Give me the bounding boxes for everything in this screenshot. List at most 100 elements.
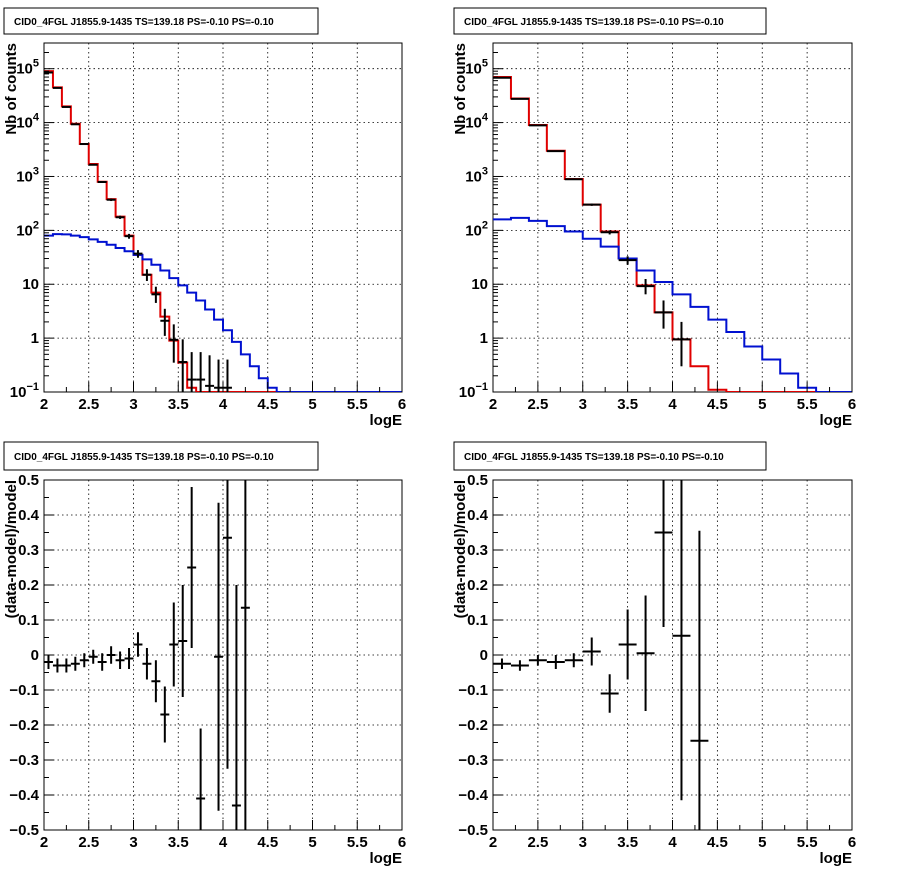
x-tick-label: 2.5 xyxy=(78,396,99,413)
residual-point xyxy=(690,530,709,830)
residual-point xyxy=(654,480,673,627)
x-tick-label: 3 xyxy=(129,834,137,851)
x-tick-label: 4 xyxy=(219,396,228,413)
y-tick-base: 10 xyxy=(16,115,33,132)
y-tick-label: 0 xyxy=(480,647,488,664)
residual-point xyxy=(187,487,197,648)
residuals-panel-left: CID0_4FGL J1855.9-1435 TS=139.18 PS=-0.1… xyxy=(3,441,406,867)
x-tick-label: 2 xyxy=(489,834,497,851)
y-tick-label: −0.4 xyxy=(9,787,39,804)
x-tick-label: 3 xyxy=(579,834,587,851)
x-tick-label: 2.5 xyxy=(527,396,548,413)
residual-point xyxy=(618,609,637,680)
y-tick-base: 10 xyxy=(465,222,482,239)
data-point xyxy=(618,256,637,265)
y-tick-label: −0.5 xyxy=(9,822,39,839)
y-tick-exponent: 3 xyxy=(482,165,488,177)
y-tick-label: 103 xyxy=(16,165,39,185)
x-tick-label: 6 xyxy=(848,396,856,413)
y-tick-label: 103 xyxy=(465,165,488,185)
y-tick-label: 0.1 xyxy=(18,612,39,629)
x-tick-label: 5 xyxy=(758,834,766,851)
y-tick-label: 0.2 xyxy=(467,577,488,594)
plot-area xyxy=(44,70,402,392)
y-tick-label: −0.2 xyxy=(9,717,39,734)
residual-point xyxy=(214,502,223,811)
data-point xyxy=(510,97,529,100)
residual-point xyxy=(169,602,179,687)
y-tick-base: 1 xyxy=(480,330,488,347)
x-axis-label: logE xyxy=(820,850,853,867)
y-tick-label: 105 xyxy=(465,58,488,78)
model-background-histogram xyxy=(44,233,402,392)
y-tick-label: 1 xyxy=(480,330,488,347)
y-tick-base: 10 xyxy=(16,61,33,78)
x-tick-label: 2 xyxy=(489,396,497,413)
data-point xyxy=(672,321,691,367)
x-tick-label: 5 xyxy=(758,396,766,413)
y-tick-base: 10 xyxy=(459,384,476,401)
residual-point xyxy=(636,595,655,711)
chart-title: CID0_4FGL J1855.9-1435 TS=139.18 PS=-0.1… xyxy=(464,17,724,28)
y-tick-label: −0.3 xyxy=(458,752,488,769)
y-tick-base: 10 xyxy=(22,276,39,293)
data-point xyxy=(654,300,673,329)
x-tick-label: 4.5 xyxy=(257,834,278,851)
residual-point xyxy=(52,658,62,673)
y-tick-label: 102 xyxy=(465,219,488,239)
residual-point xyxy=(88,649,98,664)
residual-point xyxy=(124,648,134,669)
residual-point xyxy=(582,637,601,666)
x-tick-label: 3.5 xyxy=(168,834,189,851)
y-tick-exponent: 3 xyxy=(33,165,39,177)
y-tick-label: 10 xyxy=(22,276,39,293)
y-axis-label: (data-model)/model xyxy=(452,480,469,618)
data-point xyxy=(97,180,107,183)
data-point xyxy=(528,124,547,127)
x-tick-label: 6 xyxy=(848,834,856,851)
y-tick-exponent: 2 xyxy=(33,219,39,231)
y-tick-label: 0.3 xyxy=(467,542,488,559)
data-point xyxy=(160,308,170,336)
x-tick-label: 2.5 xyxy=(527,834,548,851)
y-tick-label: 0.4 xyxy=(467,507,489,524)
y-tick-label: −0.2 xyxy=(458,717,488,734)
y-tick-base: 10 xyxy=(16,222,33,239)
y-tick-label: −0.3 xyxy=(9,752,39,769)
data-point xyxy=(52,86,62,89)
plot-frame xyxy=(43,42,403,393)
x-tick-label: 5.5 xyxy=(347,396,368,413)
x-tick-label: 3.5 xyxy=(617,396,638,413)
x-tick-label: 5.5 xyxy=(797,834,818,851)
residual-point xyxy=(44,655,53,669)
x-tick-label: 4 xyxy=(219,834,228,851)
residual-point xyxy=(115,651,125,669)
residual-point xyxy=(600,674,619,713)
x-axis-label: logE xyxy=(370,850,403,867)
data-point xyxy=(223,359,232,392)
residual-point xyxy=(546,655,565,669)
data-point xyxy=(88,163,98,166)
x-tick-label: 6 xyxy=(398,834,406,851)
data-point xyxy=(582,203,601,206)
x-axis-label: logE xyxy=(370,412,403,429)
data-point xyxy=(205,355,215,392)
title-box xyxy=(453,441,767,471)
residual-point xyxy=(178,585,188,697)
residuals-panel-right: CID0_4FGL J1855.9-1435 TS=139.18 PS=-0.1… xyxy=(452,441,856,867)
x-tick-label: 5.5 xyxy=(347,834,368,851)
y-tick-base: 1 xyxy=(31,330,39,347)
y-axis-label: Nb of counts xyxy=(452,43,469,135)
x-tick-label: 2 xyxy=(40,396,48,413)
residual-point xyxy=(196,728,206,830)
y-axis-label: (data-model)/model xyxy=(3,480,20,618)
residual-point xyxy=(528,655,547,666)
x-tick-label: 4.5 xyxy=(707,834,728,851)
data-point xyxy=(79,143,89,146)
y-tick-label: 104 xyxy=(465,112,489,132)
data-point xyxy=(564,178,583,181)
y-tick-exponent: 4 xyxy=(33,112,40,124)
x-tick-label: 3.5 xyxy=(617,834,638,851)
y-tick-base: 10 xyxy=(10,384,27,401)
data-point xyxy=(546,150,565,153)
